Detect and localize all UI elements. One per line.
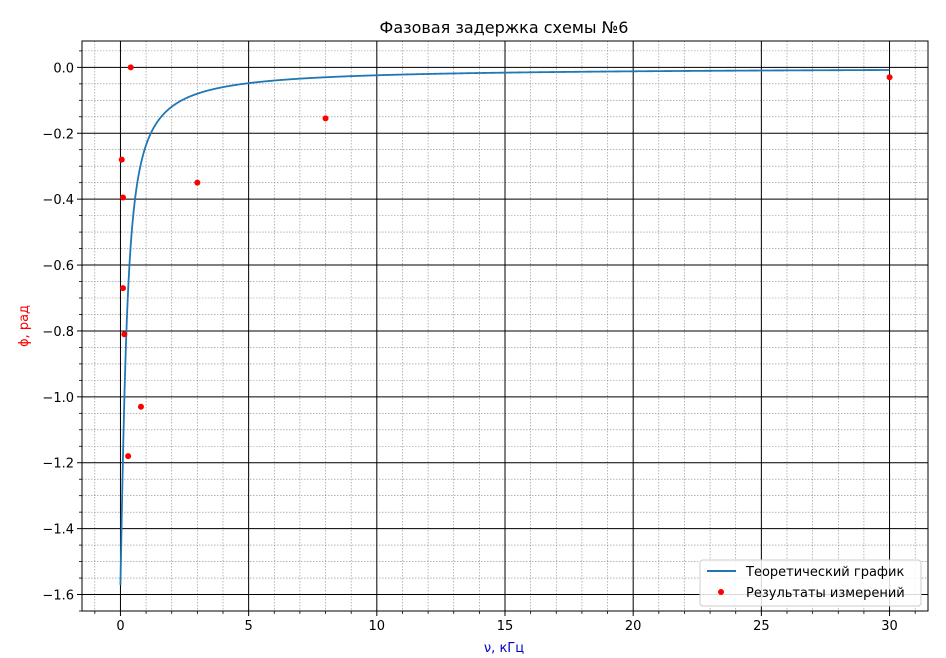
measurement-point xyxy=(194,179,201,186)
major-grid xyxy=(82,41,928,611)
measurement-point xyxy=(120,285,127,292)
y-tick-label: 0.0 xyxy=(53,61,74,76)
y-tick-label: −1.6 xyxy=(42,589,74,604)
y-axis-label: ϕ, рад xyxy=(17,305,32,347)
measurement-point xyxy=(127,64,134,71)
y-tick-label: −0.2 xyxy=(42,127,74,142)
x-tick-label: 30 xyxy=(881,619,898,634)
x-tick-label: 5 xyxy=(244,619,252,634)
legend-box xyxy=(699,559,922,607)
measurement-point xyxy=(118,156,125,163)
legend-marker-swatch xyxy=(718,589,724,595)
y-tick-label: −1.4 xyxy=(42,523,74,538)
y-tick-label: −0.6 xyxy=(42,259,74,274)
measurement-point xyxy=(125,453,132,460)
axis-ticks xyxy=(77,50,916,616)
theory-curve xyxy=(119,69,890,586)
y-tick-label: −1.2 xyxy=(42,457,74,472)
y-tick-label: −0.8 xyxy=(42,325,74,340)
x-tick-label: 20 xyxy=(625,619,642,634)
x-tick-label: 25 xyxy=(753,619,770,634)
x-tick-label: 10 xyxy=(369,619,386,634)
x-tick-label: 15 xyxy=(497,619,514,634)
y-tick-label: −0.4 xyxy=(42,193,74,208)
x-tick-label: 0 xyxy=(116,619,124,634)
x-axis-label: ν, кГц xyxy=(484,641,524,656)
measurement-point xyxy=(137,403,144,410)
series-layer xyxy=(118,64,893,586)
axis-tick-labels: 0 5 10 15 20 25 30 0.0 −0.2 −0.4 −0.6 −0.8 −1.0 −1.2 −… xyxy=(42,61,897,634)
chart-title: Фазовая задержка схемы №6 xyxy=(380,18,629,37)
plot-area: 0 5 10 15 20 25 30 0.0 −0.2 −0.4 −0.6 −0.8 −1.0 −1.2 −… xyxy=(42,40,929,634)
measurement-point xyxy=(322,115,329,122)
y-tick-label: −1.0 xyxy=(42,391,74,406)
measurement-point xyxy=(121,331,128,338)
legend-label-measurements: Результаты измерений xyxy=(746,586,905,601)
legend-label-theory: Теоретический график xyxy=(745,565,904,580)
measurement-point xyxy=(120,194,127,201)
measurement-point xyxy=(886,74,893,81)
legend: Теоретический график Результаты измерени… xyxy=(699,559,922,607)
